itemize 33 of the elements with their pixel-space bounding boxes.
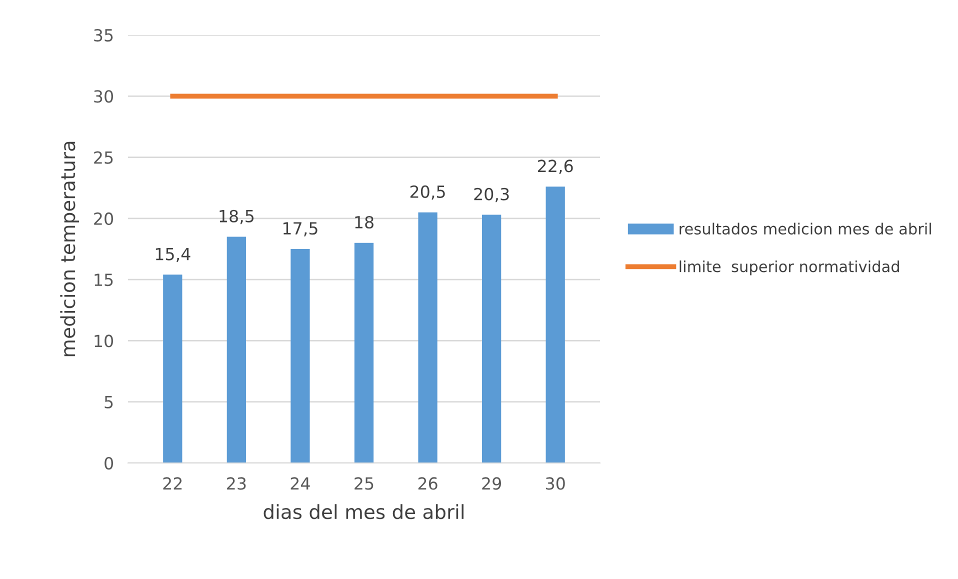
data-label: 20,5 <box>410 185 445 200</box>
data-label: 20,3 <box>474 188 509 202</box>
y-tick-label: 30 <box>94 90 114 103</box>
x-tick-label: 22 <box>163 477 182 490</box>
x-tick-label: 26 <box>418 477 438 490</box>
y-tick-label: 15 <box>94 274 113 286</box>
legend-label: limite superior normatividad <box>680 260 899 276</box>
y-tick-label: 10 <box>94 334 114 348</box>
y-axis-title: medicion temperatura <box>60 142 80 356</box>
bar <box>226 236 246 463</box>
x-tick-label: 25 <box>354 477 374 490</box>
y-tick-label: 0 <box>104 456 114 470</box>
x-tick-label: 30 <box>546 477 565 490</box>
data-label: 18,5 <box>220 210 254 224</box>
data-label: 22,6 <box>538 160 573 174</box>
x-axis-title: dias del mes de abril <box>264 504 464 520</box>
y-tick-label: 35 <box>94 28 113 42</box>
x-tick-label: 23 <box>227 477 246 490</box>
y-tick-label: 20 <box>94 212 114 225</box>
y-tick-label: 25 <box>94 151 113 164</box>
y-tick-label: 5 <box>104 396 113 408</box>
legend-label: resultados medicion mes de abril <box>680 222 931 235</box>
data-label: 18 <box>355 216 374 229</box>
bar <box>163 274 182 463</box>
data-label: 15,4 <box>156 248 190 262</box>
x-tick-label: 24 <box>290 477 310 490</box>
bar <box>546 186 565 463</box>
bar <box>354 242 374 463</box>
x-tick-label: 29 <box>482 477 501 490</box>
data-label: 17,5 <box>283 222 318 236</box>
bar <box>290 249 310 463</box>
bar <box>482 214 502 463</box>
bar <box>418 212 438 463</box>
